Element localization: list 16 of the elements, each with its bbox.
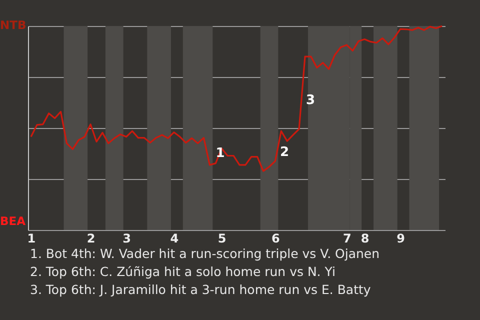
- text: 2. Top 6th: C. Zúñiga hit a solo home run vs N. Yi: [30, 264, 336, 279]
- x-tick-label: 4: [170, 232, 179, 246]
- x-tick-label: 9: [396, 232, 405, 246]
- text: 3. Top 6th: J. Jaramillo hit a 3-run home run vs E. Batty: [30, 282, 372, 297]
- x-tick-label: 5: [218, 232, 226, 246]
- annotation: 2: [280, 145, 290, 160]
- annotation: 3: [306, 93, 316, 108]
- x-tick-label: 8: [360, 232, 370, 246]
- x-tick-label: 1: [27, 232, 36, 246]
- text: NTB: [0, 18, 26, 32]
- x-tick-label: 2: [86, 232, 96, 246]
- text: 1. Bot 4th: W. Vader hit a run-scoring triple vs V. Ojanen: [30, 246, 380, 261]
- x-tick-label: 3: [122, 232, 131, 246]
- x-tick-label: 6: [272, 232, 280, 246]
- x-tick-label: 7: [343, 232, 352, 246]
- text: BEA: [0, 214, 26, 228]
